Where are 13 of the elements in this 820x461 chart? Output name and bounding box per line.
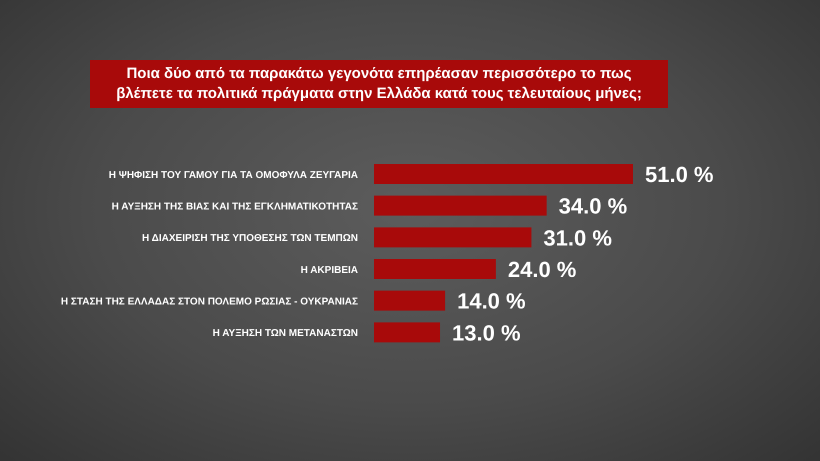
y-tick-label: Η ΔΙΑΧΕΙΡΙΣΗ ΤΗΣ ΥΠΟΘΕΣΗΣ ΤΩΝ ΤΕΜΠΩΝ xyxy=(142,233,358,244)
data-label: 24.0 % xyxy=(508,257,576,282)
data-label: 31.0 % xyxy=(543,225,612,250)
data-label: 51.0 % xyxy=(645,162,714,187)
y-tick-label: Η ΑΥΞΗΣΗ ΤΗΣ ΒΙΑΣ ΚΑΙ ΤΗΣ ΕΓΚΛΗΜΑΤΙΚΟΤΗΤΑΣ xyxy=(112,202,358,212)
y-tick-label: Η ΑΥΞΗΣΗ ΤΩΝ ΜΕΤΑΝΑΣΤΩΝ xyxy=(212,328,358,340)
data-label: 13.0 % xyxy=(452,320,521,346)
data-label: 34.0 % xyxy=(558,194,628,219)
y-tick-label: Η ΨΗΦΙΣΗ ΤΟΥ ΓΑΜΟΥ ΓΙΑ ΤΑ ΟΜΟΦΥΛΑ ΖΕΥΓΑΡΙΑ xyxy=(108,170,358,181)
y-tick-label: Η ΣΤΑΣΗ ΤΗΣ ΕΛΛΑΔΑΣ ΣΤΟΝ ΠΟΛΕΜΟ ΡΩΣΙΑΣ - ΟΥΚΡΑΝΙΑΣ xyxy=(60,296,358,308)
data-label: 14.0 % xyxy=(457,288,526,314)
y-tick-label: Η ΑΚΡΙΒΕΙΑ xyxy=(300,264,358,276)
chart-title: Ποια δύο από τα παρακάτω γεγονότα επηρέασαν περισσότερο το πως βλέπετε τα πολιτικά πράγματα στην Ελλάδα κατά τους τελευταίους μήνες; xyxy=(115,64,643,104)
